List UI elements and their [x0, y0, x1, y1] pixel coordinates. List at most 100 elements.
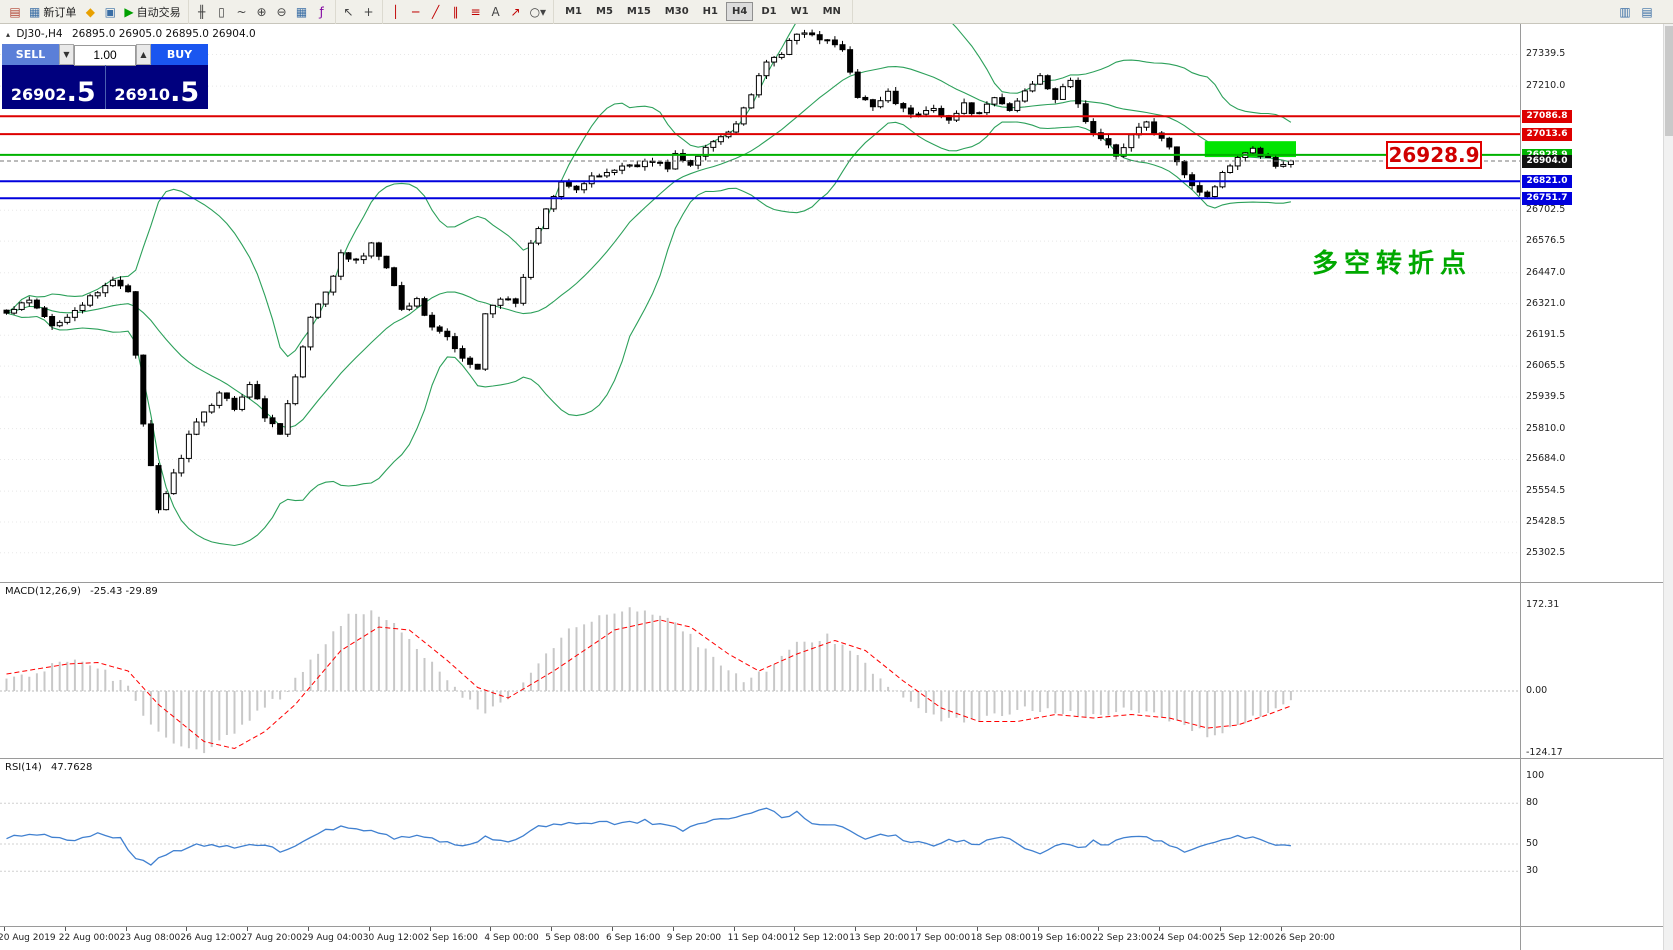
- fibonacci-tool-button[interactable]: ≡: [466, 2, 486, 22]
- current-price-badge: 26904.0: [1522, 154, 1572, 168]
- time-axis-label: 5 Sep 08:00: [545, 933, 600, 943]
- price-callout-box[interactable]: 26928.9: [1386, 141, 1482, 169]
- timeframe-d1-button[interactable]: D1: [761, 6, 777, 17]
- time-tick: [612, 927, 613, 931]
- time-tick: [186, 927, 188, 931]
- time-axis-label: 27 Aug 20:00: [241, 933, 302, 943]
- panel-divider[interactable]: [0, 582, 1663, 583]
- cursor-tool-button[interactable]: ↖: [339, 2, 359, 22]
- chart-profile-icon: ▥: [1619, 4, 1631, 19]
- time-axis-label: 30 Aug 12:00: [362, 933, 424, 943]
- indicators-button[interactable]: ƒ: [312, 2, 332, 22]
- shapes-tool-button[interactable]: ○▾: [526, 2, 551, 22]
- auto-trading-button[interactable]: ▶ 自动交易: [120, 2, 184, 22]
- time-tick: [1280, 927, 1282, 931]
- time-tick: [64, 927, 66, 931]
- timeframe-h4-button[interactable]: H4: [726, 2, 754, 21]
- window-list-button[interactable]: ▤: [1637, 2, 1657, 22]
- panel-divider[interactable]: [0, 758, 1663, 759]
- market-watch-button[interactable]: ◆: [80, 2, 100, 22]
- toolbar-group: ↖ +: [336, 0, 383, 24]
- buy-price-display[interactable]: 26910 .5: [104, 65, 209, 109]
- volume-input[interactable]: [74, 44, 136, 66]
- timeframe-h1-button[interactable]: H1: [702, 6, 718, 17]
- time-axis-label: 4 Sep 00:00: [484, 933, 539, 943]
- trendline-tool-button[interactable]: ╱: [426, 2, 446, 22]
- price-axis-label: 25428.5: [1526, 515, 1566, 527]
- sell-button[interactable]: SELL: [2, 44, 59, 65]
- buy-button[interactable]: BUY: [151, 44, 208, 65]
- window-list-icon: ▤: [1641, 4, 1653, 19]
- timeframe-w1-button[interactable]: W1: [790, 6, 809, 17]
- timeframe-m15-button[interactable]: M15: [626, 6, 651, 17]
- price-axis-label: 26447.0: [1526, 266, 1566, 278]
- auto-trading-label: 自动交易: [136, 5, 181, 19]
- zoom-in-button[interactable]: ⊕: [252, 2, 272, 22]
- time-tick: [4, 927, 5, 931]
- new-chart-icon: ▤: [9, 4, 21, 19]
- rsi-indicator-panel[interactable]: [0, 759, 1520, 926]
- arrows-tool-button[interactable]: ↗: [506, 2, 526, 22]
- sell-price-display[interactable]: 26902 .5: [2, 65, 105, 109]
- bar-chart-mode-button[interactable]: ╫: [192, 2, 212, 22]
- volume-increase-button[interactable]: ▲: [136, 44, 151, 65]
- channel-tool-button[interactable]: ∥: [446, 2, 466, 22]
- macd-indicator-panel[interactable]: [0, 583, 1520, 758]
- time-tick: [247, 927, 249, 931]
- timeframe-m30-button[interactable]: M30: [664, 6, 689, 17]
- time-axis-label: 24 Sep 04:00: [1153, 933, 1214, 943]
- arrows-tool-icon: ↗: [510, 4, 521, 19]
- timeframe-m5-button[interactable]: M5: [596, 6, 613, 17]
- horizontal-line-tool-button[interactable]: ─: [406, 2, 426, 22]
- time-axis-label: 18 Sep 08:00: [970, 933, 1031, 943]
- vertical-line-tool-icon: │: [391, 4, 400, 19]
- candlestick-mode-button[interactable]: ▯: [212, 2, 232, 22]
- tile-windows-button[interactable]: ▦: [292, 2, 312, 22]
- price-axis-label: 25810.0: [1526, 422, 1566, 434]
- time-tick: [308, 927, 309, 931]
- timeframe-mn-button[interactable]: MN: [822, 6, 841, 17]
- time-axis-label: 19 Sep 16:00: [1031, 933, 1092, 943]
- price-line-badge: 26751.7: [1522, 192, 1572, 206]
- chart-profile-button[interactable]: ▥: [1615, 2, 1635, 22]
- time-axis-label: 11 Sep 04:00: [727, 933, 788, 943]
- main-price-chart[interactable]: [0, 24, 1520, 582]
- time-tick: [672, 927, 674, 931]
- price-axis-label: 25684.0: [1526, 453, 1566, 465]
- ohlc-values: 26895.0 26905.0 26895.0 26904.0: [71, 28, 256, 40]
- vertical-line-tool-button[interactable]: │: [386, 2, 406, 22]
- horizontal-line-tool-icon: ─: [411, 4, 420, 19]
- macd-values: -25.43 -29.89: [90, 586, 158, 597]
- price-axis-label: 26702.5: [1526, 204, 1566, 216]
- scrollbar-thumb[interactable]: [1665, 26, 1673, 136]
- rsi-axis-label: 50: [1526, 838, 1539, 849]
- text-tool-icon: A: [491, 4, 500, 19]
- chart-expand-icon[interactable]: ▴: [6, 30, 11, 39]
- one-click-trading-panel: SELL ▼ ▲ BUY 26902 .5 26910 .5: [2, 44, 208, 109]
- time-axis-label: 13 Sep 20:00: [849, 933, 910, 943]
- trendline-tool-icon: ╱: [431, 4, 440, 19]
- price-axis-label: 25554.5: [1526, 485, 1566, 497]
- price-axis[interactable]: 27339.5 27210.0 26702.5 26576.5 26447.0 26321…: [1520, 24, 1663, 950]
- toolbar-group: │ ─ ╱ ∥ ≡ A ↗ ○▾: [383, 0, 555, 24]
- text-annotation[interactable]: 多空转折点: [1312, 249, 1473, 279]
- new-chart-button[interactable]: ▤: [5, 2, 25, 22]
- navigator-button[interactable]: ▣: [100, 2, 120, 22]
- rsi-line: [6, 807, 1291, 866]
- crosshair-tool-button[interactable]: +: [359, 2, 379, 22]
- time-tick: [916, 927, 917, 931]
- volume-decrease-button[interactable]: ▼: [59, 44, 74, 65]
- time-tick: [976, 927, 978, 931]
- time-axis[interactable]: 20 Aug 2019 22 Aug 00:00 23 Aug 08:00 26 Au…: [0, 927, 1520, 950]
- bollinger-lower-band: [6, 121, 1291, 547]
- rsi-name: RSI(14): [5, 762, 42, 773]
- new-order-button[interactable]: ▦ 新订单: [25, 2, 80, 22]
- timeframe-m1-button[interactable]: M1: [565, 6, 582, 17]
- line-chart-mode-button[interactable]: ~: [232, 2, 252, 22]
- time-axis-label: 23 Aug 08:00: [119, 933, 181, 943]
- time-tick: [855, 927, 857, 931]
- zoom-out-button[interactable]: ⊖: [272, 2, 292, 22]
- text-tool-button[interactable]: A: [486, 2, 506, 22]
- time-axis-label: 22 Sep 23:00: [1092, 933, 1153, 943]
